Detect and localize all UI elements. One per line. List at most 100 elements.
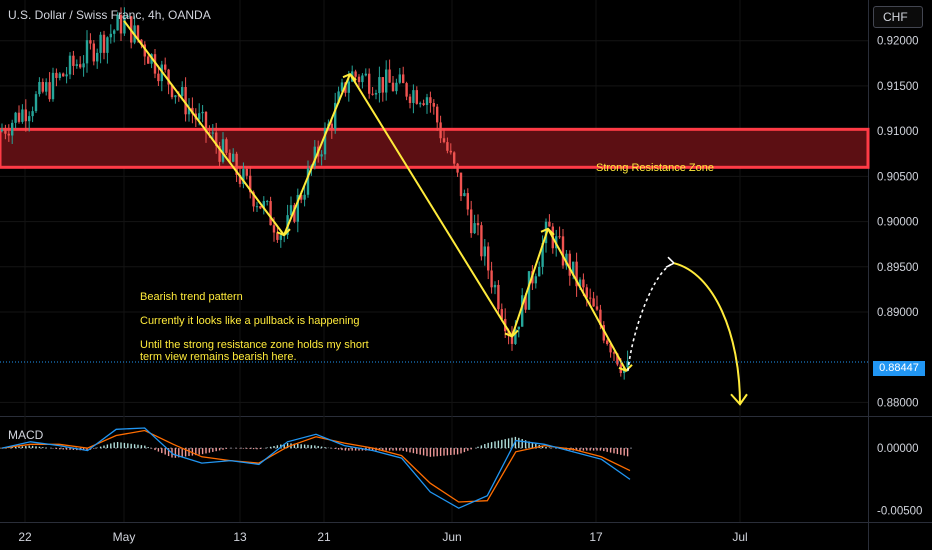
candle-body [174,95,177,98]
candle-body [89,40,92,44]
y-tick-label: 0.89500 [877,262,919,274]
candle-body [378,77,381,94]
candle-body [480,225,483,257]
candle-body [116,15,119,31]
candle-body [429,97,432,104]
candle-body [211,132,214,134]
candle-body [582,279,585,288]
note-pullback: Currently it looks like a pullback is ha… [140,315,360,327]
resistance-zone [0,127,870,169]
y-tick-label: 0.92000 [877,36,919,48]
candle-body [113,30,116,34]
candle-body [589,297,592,299]
candle-body [28,116,31,122]
candle-body [14,112,17,123]
note-bearish-pattern: Bearish trend pattern [140,291,243,303]
y-tick-label: 0.88000 [877,397,919,409]
candle-body [215,132,218,146]
candle-body [102,34,106,53]
candle-body [65,74,68,77]
candle-body [62,73,65,77]
candle-body [198,113,201,120]
candle-body [521,295,524,327]
candle-body [398,74,401,83]
candle-body [541,243,544,267]
resistance-zone-label: Strong Resistance Zone [596,162,715,174]
candle-body [388,69,391,83]
candle-body [167,69,170,85]
candle-body [262,201,265,209]
candle-body [126,16,129,18]
candle-body [187,107,191,115]
pattern-arrowhead [618,364,633,372]
candle-body [599,309,602,326]
candle-body [395,82,398,92]
candle-body [538,266,541,277]
pattern-arrowhead [342,72,357,81]
candle-body [232,153,235,162]
candle-body [412,90,415,103]
candle-body [184,87,187,115]
candle-body [55,72,58,78]
candle-body [266,201,269,203]
candle-body [82,63,85,68]
candle-body [487,246,490,271]
candle-body [364,73,367,76]
candle-body [575,261,578,287]
candle-body [75,64,78,66]
candle-body [459,172,463,197]
currency-button[interactable]: CHF [873,6,923,28]
candle-body [425,97,429,105]
candle-body [245,168,248,176]
candle-body [606,340,609,345]
candle-body [11,122,14,136]
candle-body [157,73,160,82]
pattern-leg [283,73,351,236]
candle-body [510,333,514,344]
candle-body [612,352,616,354]
projection-pullback-arrowhead [665,256,676,268]
candle-body [330,123,333,129]
candle-body [99,34,102,53]
candle-body [106,37,109,53]
candle-body [45,82,48,92]
candle-body [561,236,565,266]
candle-body [368,73,371,94]
candle-body [442,138,446,143]
candle-body [334,102,337,129]
candle-body [123,16,126,34]
candle-body [408,96,412,103]
candle-body [31,111,34,117]
candle-body [272,225,276,233]
y-tick-label: 0.89000 [877,307,919,319]
candle-body [374,93,378,95]
candle-body [276,232,279,240]
x-tick-label: Jun [442,530,461,544]
projection-pullback-arrow [627,262,675,371]
candle-body [449,150,452,153]
candle-body [17,112,21,122]
candle-body [313,146,316,166]
candle-body [568,253,571,276]
candle-body [136,25,140,40]
candle-body [7,133,10,136]
candle-body [181,87,184,96]
candle-body [72,55,75,66]
candle-body [228,152,231,162]
candle-body [354,71,357,77]
x-tick-label: 22 [18,530,32,544]
candle-body [24,109,27,122]
candle-body [436,106,439,123]
candles-group [0,7,629,380]
last-price-tag: 0.88447 [873,361,925,376]
candle-body [242,168,245,184]
pattern-arrowhead [276,228,291,237]
candle-body [238,174,242,184]
candle-body [578,279,582,287]
candle-body [306,168,310,195]
candle-body [616,353,619,365]
candle-body [201,111,204,114]
candle-body [422,103,425,105]
candle-body [514,329,517,344]
